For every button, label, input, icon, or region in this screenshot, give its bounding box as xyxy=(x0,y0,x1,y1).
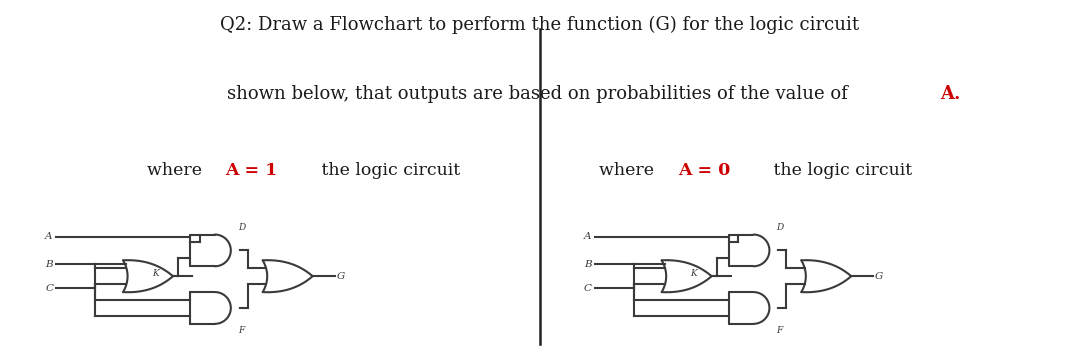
Text: A.: A. xyxy=(940,85,960,103)
Text: A: A xyxy=(45,232,53,241)
Text: shown below, that outputs are based on probabilities of the value of: shown below, that outputs are based on p… xyxy=(227,85,853,103)
Text: G: G xyxy=(337,272,345,281)
Text: F: F xyxy=(777,326,783,335)
Text: the logic circuit: the logic circuit xyxy=(316,162,460,179)
Text: where: where xyxy=(147,162,207,179)
Text: G: G xyxy=(875,272,883,281)
Text: C: C xyxy=(584,283,592,293)
Text: D: D xyxy=(238,222,245,232)
Text: C: C xyxy=(45,283,53,293)
Text: F: F xyxy=(238,326,244,335)
Text: B: B xyxy=(45,260,53,269)
Text: A: A xyxy=(584,232,592,241)
Text: Q2: Draw a Flowchart to perform the function (G) for the logic circuit: Q2: Draw a Flowchart to perform the func… xyxy=(220,16,860,34)
Text: K: K xyxy=(690,269,698,278)
Text: B: B xyxy=(584,260,592,269)
Text: D: D xyxy=(777,222,784,232)
Text: A = 1: A = 1 xyxy=(226,162,278,179)
Text: the logic circuit: the logic circuit xyxy=(768,162,913,179)
Text: A = 0: A = 0 xyxy=(678,162,730,179)
Text: where: where xyxy=(599,162,660,179)
Text: K: K xyxy=(152,269,159,278)
